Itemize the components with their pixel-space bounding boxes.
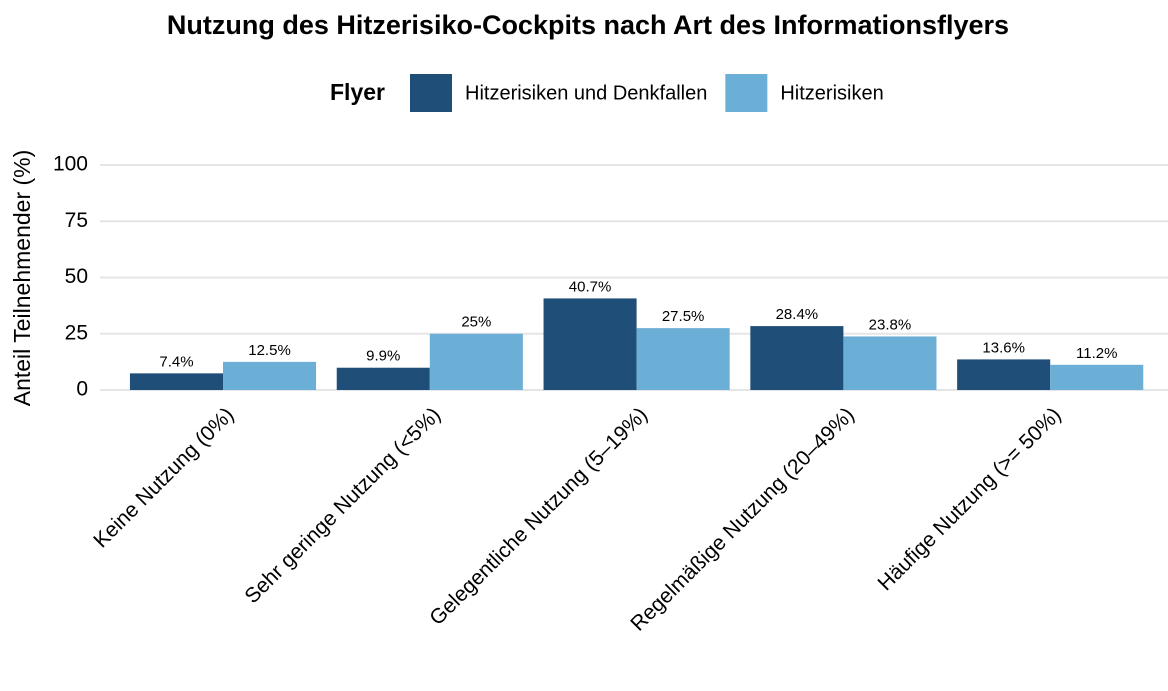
bar — [336, 367, 430, 390]
value-label: 11.2% — [1076, 345, 1117, 362]
value-label: 12.5% — [248, 342, 291, 359]
legend-label: Hitzerisiken — [780, 82, 883, 104]
value-label: 7.4% — [159, 353, 193, 370]
y-tick-label: 50 — [65, 265, 88, 288]
x-tick-label: Gelegentliche Nutzung (5–19%) — [425, 403, 652, 630]
x-tick-label: Sehr geringe Nutzung (<5%) — [240, 403, 445, 608]
bar — [543, 298, 637, 390]
value-label: 25% — [461, 314, 491, 331]
legend-swatch — [410, 74, 452, 112]
y-tick-label: 75 — [65, 209, 88, 232]
bar — [636, 328, 730, 390]
bar — [223, 361, 317, 390]
value-label: 23.8% — [869, 316, 912, 333]
y-tick-label: 0 — [76, 378, 88, 401]
bar — [429, 333, 523, 390]
y-tick-label: 25 — [65, 321, 88, 344]
legend-title: Flyer — [330, 79, 385, 105]
bar — [1050, 364, 1144, 390]
value-label: 40.7% — [569, 278, 612, 295]
chart-title: Nutzung des Hitzerisiko-Cockpits nach Ar… — [167, 10, 1009, 40]
legend-swatch — [725, 74, 768, 112]
y-tick-label: 100 — [53, 153, 88, 176]
bar — [129, 373, 223, 390]
value-label: 28.4% — [776, 306, 819, 323]
x-tick-label: Keine Nutzung (0%) — [89, 403, 238, 552]
bar — [957, 359, 1051, 390]
value-label: 9.9% — [366, 348, 400, 365]
bar — [843, 336, 937, 390]
x-tick-label: Häufige Nutzung (>= 50%) — [874, 403, 1066, 595]
y-axis-title: Anteil Teilnehmender (%) — [9, 150, 35, 407]
value-label: 13.6% — [982, 339, 1025, 356]
bar — [750, 326, 844, 390]
legend-label: Hitzerisiken und Denkfallen — [465, 82, 707, 104]
value-label: 27.5% — [662, 308, 705, 325]
x-tick-label: Regelmäßige Nutzung (20–49%) — [626, 403, 859, 636]
